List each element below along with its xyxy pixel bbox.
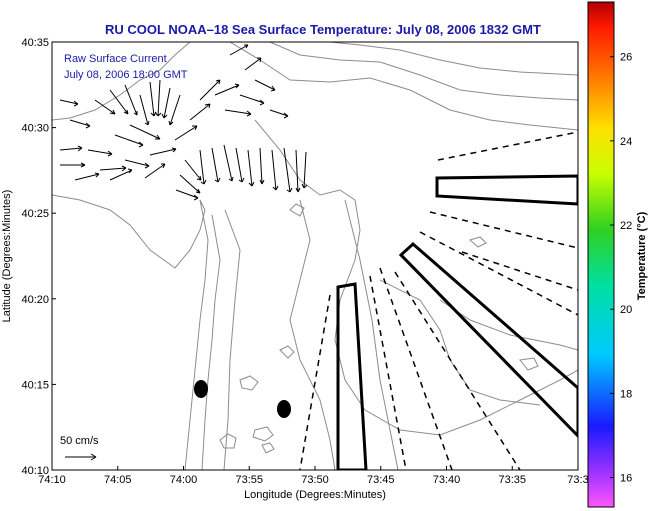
y-tick-label: 40:25 [21, 208, 49, 220]
x-tick-label: 73:55 [235, 474, 263, 486]
colorbar-tick-label: 26 [620, 52, 632, 64]
y-tick-label: 40:10 [21, 465, 49, 477]
x-tick-label: 73:45 [367, 474, 395, 486]
colorbar-tick-label: 20 [620, 304, 632, 316]
scale-label: 50 cm/s [60, 435, 99, 447]
colorbar: 26 24 22 20 18 16 Temperature (°C) [587, 1, 648, 508]
surface-current-vectors [59, 44, 308, 201]
y-tick-label: 40:20 [21, 294, 49, 306]
station-marker-1 [194, 380, 208, 398]
x-axis-label: Longitude (Degrees:Minutes) [244, 489, 386, 501]
sector-outlines [336, 174, 578, 470]
x-tick-label: 74:05 [104, 474, 132, 486]
x-tick-label: 74:10 [38, 474, 66, 486]
x-tick-label: 73:40 [433, 474, 461, 486]
colorbar-tick-label: 16 [620, 473, 632, 485]
x-tick-label: 73:35 [498, 474, 526, 486]
scale-arrow [65, 453, 97, 461]
map-plot-area [52, 42, 578, 470]
map-title: RU COOL NOAA–18 Sea Surface Temperature:… [105, 22, 541, 37]
colorbar-tick-label: 22 [620, 220, 632, 232]
colorbar-label: Temperature (°C) [636, 211, 648, 300]
y-tick-label: 40:30 [21, 123, 49, 135]
colorbar-gradient [587, 1, 615, 508]
colorbar-ticks: 26 24 22 20 18 16 [610, 52, 632, 485]
legend-line-1: Raw Surface Current [64, 53, 167, 65]
y-tick-label: 40:15 [21, 379, 49, 391]
station-marker-2 [277, 400, 291, 418]
x-tick-label: 73:3 [567, 474, 588, 486]
x-tick-label: 73:50 [301, 474, 329, 486]
y-axis-label: Latitude (Degrees:Minutes) [1, 190, 13, 323]
colorbar-tick-label: 24 [620, 136, 632, 148]
radial-lines [299, 131, 578, 470]
legend-line-2: July 08, 2006 18:00 GMT [64, 69, 188, 81]
colorbar-tick-label: 18 [620, 388, 632, 400]
y-axis-ticks: 40:35 40:30 40:25 40:20 40:15 40:10 [21, 37, 56, 477]
y-tick-label: 40:35 [21, 37, 49, 49]
x-axis-ticks: 74:10 74:05 74:00 73:55 73:50 73:45 73:40 73:35… [38, 466, 589, 486]
x-tick-label: 74:00 [170, 474, 198, 486]
